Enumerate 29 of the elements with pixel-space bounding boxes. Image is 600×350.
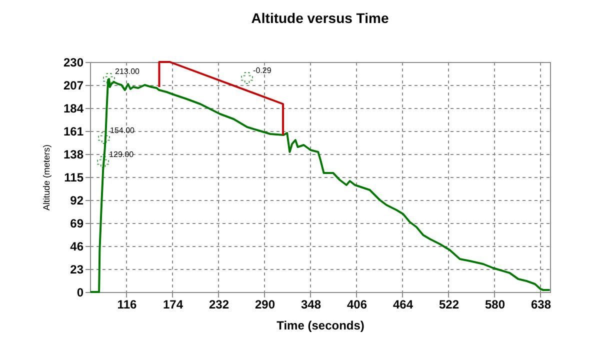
annotation: 154.00 <box>110 126 136 135</box>
y-tick-label: 0 <box>76 286 84 300</box>
x-axis-title: Time (seconds) <box>276 318 364 332</box>
annotation: 213.00 <box>115 67 140 76</box>
x-tick-label: 522 <box>438 298 460 312</box>
line-series <box>158 61 284 136</box>
x-tick-label: 406 <box>346 298 368 312</box>
x-tick-label: 174 <box>162 298 184 312</box>
y-tick-label: 230 <box>63 56 84 70</box>
y-tick-label: 46 <box>70 240 84 254</box>
x-tick-label: 116 <box>117 298 137 312</box>
y-axis-title: Altitude (meters) <box>41 144 52 211</box>
x-tick-label: 638 <box>530 298 552 312</box>
y-tick-label: 23 <box>70 262 84 276</box>
y-tick-label: 115 <box>64 170 84 184</box>
x-tick-label: 232 <box>208 298 230 312</box>
y-tick-label: 138 <box>63 148 84 162</box>
x-tick-label: 348 <box>300 298 322 312</box>
y-tick-label: 161 <box>63 124 84 138</box>
x-tick-label: 464 <box>392 298 414 312</box>
annotation: -0.29 <box>253 66 272 75</box>
x-tick-label: 580 <box>484 298 506 312</box>
y-tick-label: 92 <box>70 194 84 208</box>
y-tick-label: 184 <box>63 102 84 116</box>
x-tick-label: 290 <box>254 298 276 312</box>
chart-title: Altitude versus Time <box>251 10 389 26</box>
annotation: 129.00 <box>109 150 134 159</box>
y-tick-label: 207 <box>63 78 84 92</box>
y-tick-label: 69 <box>70 216 84 230</box>
